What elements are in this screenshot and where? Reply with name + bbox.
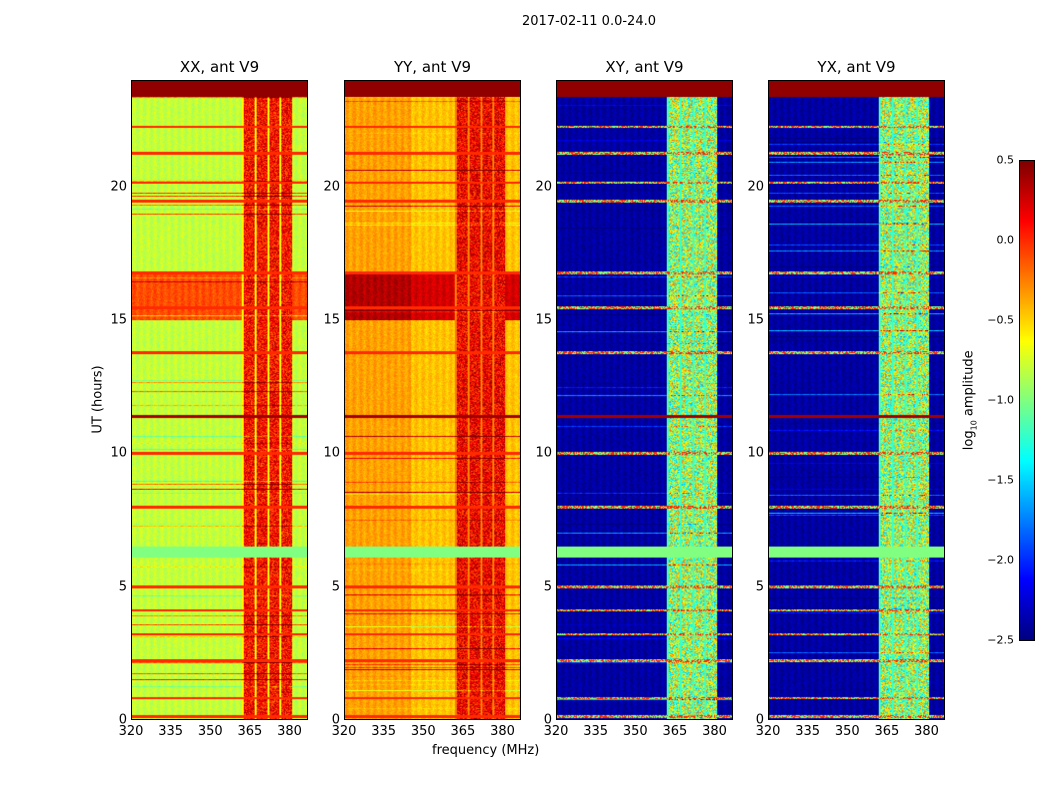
colorbar-tick-label: −0.5 bbox=[987, 313, 1014, 327]
y-tick-label: 0 bbox=[331, 712, 340, 728]
x-tick-label: 320 bbox=[543, 724, 569, 739]
x-axis-label: frequency (MHz) bbox=[432, 743, 540, 758]
x-tick-label: 365 bbox=[662, 724, 688, 739]
x-tick-label: 380 bbox=[914, 724, 939, 739]
x-tick-label: 380 bbox=[702, 724, 727, 739]
y-tick-label: 20 bbox=[323, 179, 340, 195]
y-tick-label: 5 bbox=[331, 579, 340, 595]
x-tick-label: 350 bbox=[197, 724, 223, 739]
y-tick-label: 10 bbox=[110, 445, 127, 461]
y-tick-label: 15 bbox=[110, 312, 127, 328]
x-tick-label: 365 bbox=[874, 724, 900, 739]
panel-title: XX, ant V9 bbox=[179, 58, 260, 76]
y-tick-label: 0 bbox=[118, 712, 127, 728]
y-tick-label: 10 bbox=[747, 445, 764, 461]
colorbar bbox=[1019, 160, 1035, 641]
colorbar-tick-label: −1.0 bbox=[987, 393, 1014, 407]
x-tick-label: 335 bbox=[583, 724, 609, 739]
x-tick-label: 350 bbox=[622, 724, 648, 739]
y-tick-label: 10 bbox=[323, 445, 340, 461]
colorbar-label: log10 amplitude bbox=[961, 350, 979, 451]
x-tick-label: 380 bbox=[490, 724, 515, 739]
y-tick-label: 10 bbox=[535, 445, 552, 461]
y-tick-label: 20 bbox=[110, 179, 127, 195]
y-tick-label: 5 bbox=[118, 579, 127, 595]
y-tick-label: 5 bbox=[543, 579, 552, 595]
colorbar-tick-label: −2.0 bbox=[987, 553, 1014, 567]
figure-title: 2017-02-11 0.0-24.0 bbox=[522, 14, 656, 29]
x-tick-label: 380 bbox=[277, 724, 302, 739]
x-tick-label: 365 bbox=[237, 724, 263, 739]
y-axis-label: UT (hours) bbox=[90, 365, 106, 434]
y-tick-label: 15 bbox=[535, 312, 552, 328]
x-tick-label: 350 bbox=[834, 724, 860, 739]
colorbar-tick-label: 0.0 bbox=[996, 233, 1015, 247]
heatmap-panel bbox=[556, 80, 733, 720]
x-tick-label: 320 bbox=[755, 724, 781, 739]
panel-title: XY, ant V9 bbox=[605, 58, 684, 76]
x-tick-label: 335 bbox=[371, 724, 397, 739]
panel-title: YY, ant V9 bbox=[393, 58, 471, 76]
x-tick-label: 350 bbox=[410, 724, 436, 739]
y-tick-label: 5 bbox=[755, 579, 764, 595]
colorbar-tick-label: −1.5 bbox=[987, 473, 1014, 487]
x-tick-label: 320 bbox=[331, 724, 357, 739]
x-tick-label: 335 bbox=[795, 724, 821, 739]
panel-title: YX, ant V9 bbox=[817, 58, 896, 76]
heatmap-panel bbox=[768, 80, 945, 720]
x-tick-label: 335 bbox=[158, 724, 184, 739]
colorbar-tick-label: 0.5 bbox=[996, 153, 1015, 167]
heatmap-panel bbox=[131, 80, 308, 720]
y-tick-label: 0 bbox=[543, 712, 552, 728]
y-tick-label: 15 bbox=[747, 312, 764, 328]
heatmap-panel bbox=[344, 80, 521, 720]
y-tick-label: 20 bbox=[747, 179, 764, 195]
x-tick-label: 320 bbox=[118, 724, 144, 739]
x-tick-label: 365 bbox=[450, 724, 476, 739]
y-tick-label: 15 bbox=[323, 312, 340, 328]
y-tick-label: 0 bbox=[755, 712, 764, 728]
y-tick-label: 20 bbox=[535, 179, 552, 195]
colorbar-tick-label: −2.5 bbox=[987, 633, 1014, 647]
